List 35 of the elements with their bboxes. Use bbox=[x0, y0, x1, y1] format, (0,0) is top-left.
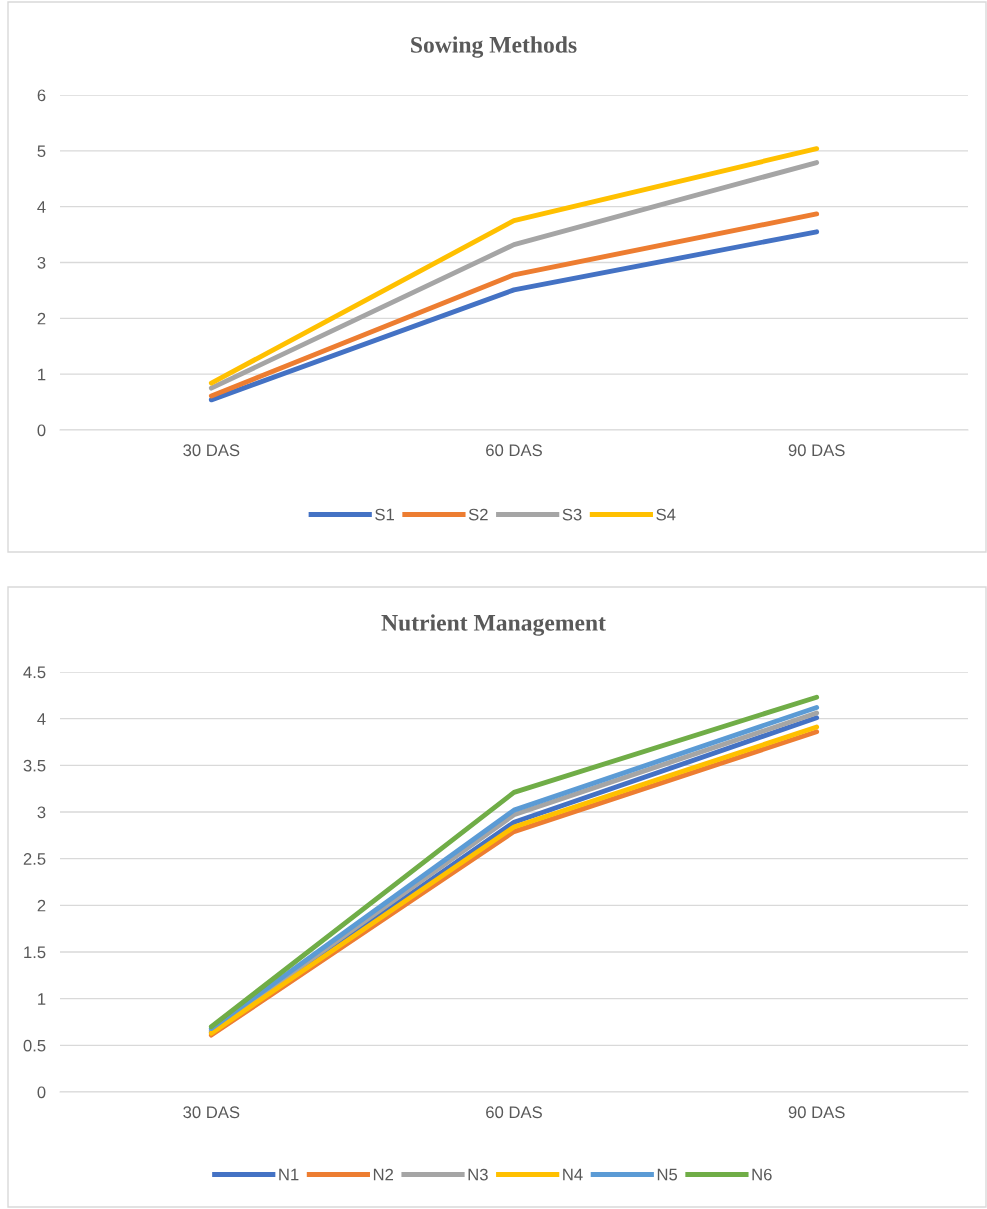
y-tick-label: 3.5 bbox=[23, 759, 46, 772]
chart-title: Sowing Methods bbox=[411, 36, 577, 58]
legend-label: S4 bbox=[656, 508, 676, 521]
legend-label: S2 bbox=[468, 508, 488, 521]
chart-title: Nutrient Management bbox=[381, 614, 606, 636]
y-tick-label: 5 bbox=[37, 145, 46, 158]
legend-label: S1 bbox=[375, 508, 394, 521]
x-tick-label: 90 DAS bbox=[788, 1106, 845, 1119]
legend-label: N6 bbox=[752, 1168, 772, 1181]
y-tick-label: 4 bbox=[37, 201, 46, 213]
y-tick-label: 1 bbox=[38, 368, 46, 381]
x-tick-label: 90 DAS bbox=[788, 444, 845, 457]
x-tick-label: 30 DAS bbox=[183, 1106, 240, 1119]
legend-label: N2 bbox=[373, 1168, 394, 1181]
y-tick-label: 0 bbox=[37, 1086, 46, 1099]
y-tick-label: 2 bbox=[37, 899, 46, 912]
y-tick-label: 1.5 bbox=[24, 946, 46, 959]
y-tick-label: 3 bbox=[37, 806, 46, 819]
y-tick-label: 4 bbox=[37, 713, 46, 725]
y-tick-label: 1 bbox=[38, 993, 46, 1005]
legend-label: N5 bbox=[657, 1168, 678, 1181]
legend-label: N3 bbox=[468, 1168, 488, 1181]
x-tick-label: 60 DAS bbox=[486, 444, 542, 457]
y-tick-label: 2 bbox=[37, 312, 46, 325]
y-tick-label: 0.5 bbox=[23, 1039, 46, 1052]
y-tick-label: 2.5 bbox=[23, 853, 46, 865]
y-tick-label: 3 bbox=[37, 256, 46, 269]
legend-label: N1 bbox=[279, 1168, 299, 1181]
x-tick-label: 60 DAS bbox=[486, 1106, 542, 1119]
x-tick-label: 30 DAS bbox=[183, 444, 240, 457]
legend-label: S3 bbox=[562, 508, 582, 521]
y-tick-label: 0 bbox=[37, 424, 46, 437]
legend-label: N4 bbox=[563, 1168, 583, 1181]
y-tick-label: 6 bbox=[37, 89, 46, 102]
y-tick-label: 4.5 bbox=[23, 666, 46, 679]
